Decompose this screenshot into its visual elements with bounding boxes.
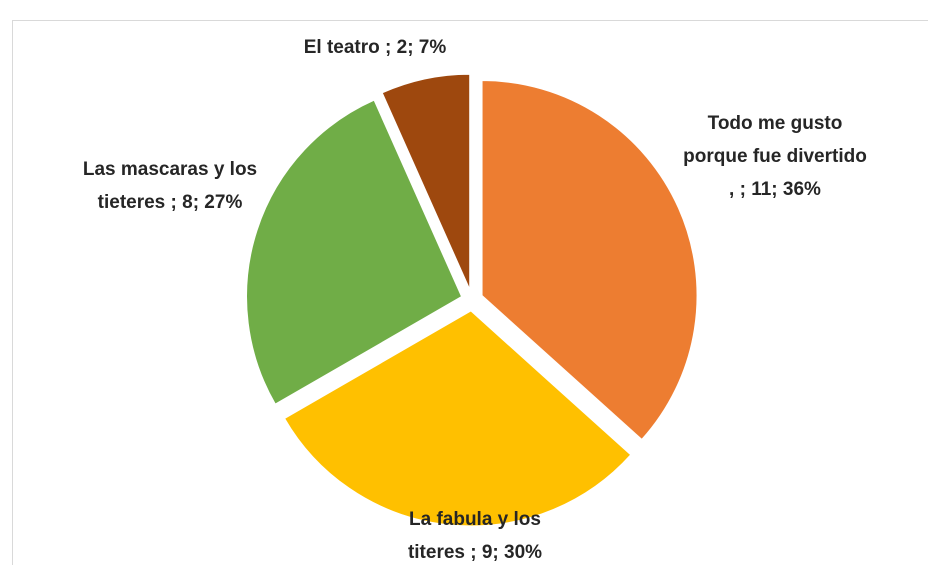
pie-slice [481, 80, 698, 441]
data-label: Todo me gusto porque fue divertido , ; 1… [683, 113, 867, 200]
pie-slice [283, 310, 632, 527]
data-label: La fabula y los titeres ; 9; 30% [407, 509, 543, 563]
data-label: Las mascaras y los tieteres ; 8; 27% [82, 159, 258, 213]
data-label: El teatro ; 2; 7% [303, 37, 447, 58]
pie-slice [246, 99, 463, 405]
pie-slice [381, 73, 471, 290]
